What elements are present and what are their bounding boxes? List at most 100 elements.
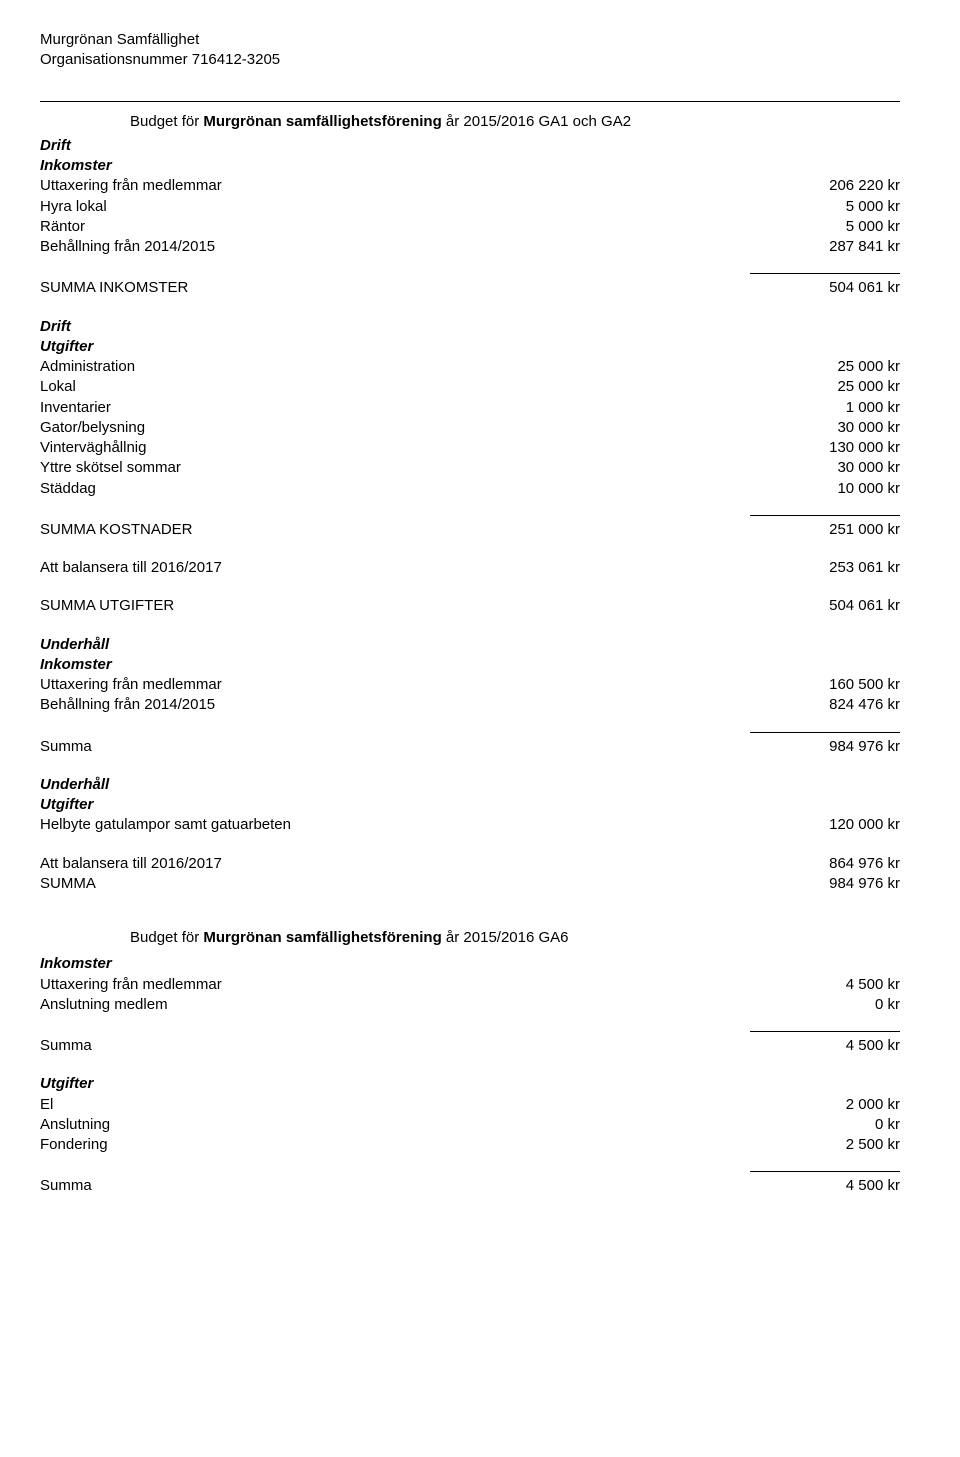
title-suffix: år 2015/2016 GA1 och GA2	[442, 113, 631, 130]
budget-title-ga1-ga2: Budget för Murgrönan samfällighetsföreni…	[40, 101, 900, 136]
row-value: 30 000 kr	[750, 458, 900, 478]
row-label: Anslutning medlem	[40, 995, 750, 1015]
data-row: Uttaxering från medlemmar 4 500 kr	[40, 975, 900, 995]
sum-value: 251 000 kr	[829, 520, 900, 540]
row-label: Behållning från 2014/2015	[40, 695, 750, 715]
data-row: Räntor 5 000 kr	[40, 217, 900, 237]
drift-utgifter-section: Drift Utgifter Administration 25 000 kr …	[40, 317, 900, 541]
row-label: El	[40, 1095, 750, 1115]
row-value: 4 500 kr	[750, 975, 900, 995]
sum-label: SUMMA KOSTNADER	[40, 520, 193, 540]
row-value: 10 000 kr	[750, 479, 900, 499]
row-label: Gator/belysning	[40, 418, 750, 438]
inkomster-heading: Inkomster	[40, 156, 900, 176]
sum-label: Summa	[40, 737, 92, 757]
data-row: Lokal 25 000 kr	[40, 377, 900, 397]
sum-value: 4 500 kr	[846, 1176, 900, 1196]
data-row: Helbyte gatulampor samt gatuarbeten 120 …	[40, 815, 900, 835]
data-row: El 2 000 kr	[40, 1095, 900, 1115]
data-row: Fondering 2 500 kr	[40, 1135, 900, 1155]
data-row: Uttaxering från medlemmar 160 500 kr	[40, 675, 900, 695]
row-label: Yttre skötsel sommar	[40, 458, 750, 478]
row-label: Fondering	[40, 1135, 750, 1155]
sum-label: Summa	[40, 1176, 92, 1196]
row-value: 287 841 kr	[750, 237, 900, 257]
data-row: Uttaxering från medlemmar 206 220 kr	[40, 176, 900, 196]
row-label: Administration	[40, 357, 750, 377]
row-label: Anslutning	[40, 1115, 750, 1135]
row-value: 120 000 kr	[750, 815, 900, 835]
org-number: Organisationsnummer 716412-3205	[40, 50, 900, 70]
data-row: Anslutning medlem 0 kr	[40, 995, 900, 1015]
balance-row: Att balansera till 2016/2017 864 976 kr	[40, 854, 900, 874]
sum-row: SUMMA INKOMSTER 504 061 kr	[40, 274, 900, 298]
underhall-utgifter-section: Underhåll Utgifter Helbyte gatulampor sa…	[40, 775, 900, 836]
row-value: 2 500 kr	[750, 1135, 900, 1155]
balance-row: Att balansera till 2016/2017 253 061 kr	[40, 558, 900, 578]
row-label: Lokal	[40, 377, 750, 397]
balance-label: Att balansera till 2016/2017	[40, 854, 750, 874]
data-row: Inventarier 1 000 kr	[40, 398, 900, 418]
row-label: Räntor	[40, 217, 750, 237]
row-value: 206 220 kr	[750, 176, 900, 196]
data-row: Anslutning 0 kr	[40, 1115, 900, 1135]
sum-value: 4 500 kr	[846, 1036, 900, 1056]
sum-label: Summa	[40, 1036, 92, 1056]
title-suffix: år 2015/2016 GA6	[442, 929, 569, 946]
summa-utgifter-value: 504 061 kr	[750, 596, 900, 616]
row-label: Städdag	[40, 479, 750, 499]
row-value: 824 476 kr	[750, 695, 900, 715]
underhall-inkomster-section: Underhåll Inkomster Uttaxering från medl…	[40, 635, 900, 757]
title-prefix: Budget för	[130, 113, 203, 130]
data-row: Vinterväghållnig 130 000 kr	[40, 438, 900, 458]
ga6-inkomster-section: Inkomster Uttaxering från medlemmar 4 50…	[40, 954, 900, 1056]
title-bold: Murgrönan samfällighetsförening	[203, 929, 441, 946]
drift-heading: Drift	[40, 136, 900, 156]
row-label: Hyra lokal	[40, 197, 750, 217]
underhall-heading: Underhåll	[40, 635, 900, 655]
utgifter-heading: Utgifter	[40, 1074, 900, 1094]
row-value: 0 kr	[750, 995, 900, 1015]
title-bold: Murgrönan samfällighetsförening	[203, 113, 441, 130]
title-prefix: Budget för	[130, 929, 203, 946]
row-value: 25 000 kr	[750, 357, 900, 377]
data-row: Behållning från 2014/2015 287 841 kr	[40, 237, 900, 257]
row-label: Uttaxering från medlemmar	[40, 675, 750, 695]
row-label: Uttaxering från medlemmar	[40, 176, 750, 196]
org-name: Murgrönan Samfällighet	[40, 30, 900, 50]
inkomster-heading: Inkomster	[40, 954, 900, 974]
row-value: 30 000 kr	[750, 418, 900, 438]
balance-label: Att balansera till 2016/2017	[40, 558, 750, 578]
sum-row: SUMMA KOSTNADER 251 000 kr	[40, 516, 900, 540]
summa-utgifter-label: SUMMA UTGIFTER	[40, 596, 750, 616]
sum-row: Summa 984 976 kr	[40, 733, 900, 757]
row-label: Vinterväghållnig	[40, 438, 750, 458]
summa-label: SUMMA	[40, 874, 750, 894]
sum-label: SUMMA INKOMSTER	[40, 278, 188, 298]
summa-row: SUMMA 984 976 kr	[40, 874, 900, 894]
row-value: 5 000 kr	[750, 217, 900, 237]
inkomster-heading: Inkomster	[40, 655, 900, 675]
data-row: Behållning från 2014/2015 824 476 kr	[40, 695, 900, 715]
data-row: Gator/belysning 30 000 kr	[40, 418, 900, 438]
row-label: Inventarier	[40, 398, 750, 418]
row-value: 0 kr	[750, 1115, 900, 1135]
sum-row: Summa 4 500 kr	[40, 1172, 900, 1196]
row-label: Helbyte gatulampor samt gatuarbeten	[40, 815, 750, 835]
sum-row: Summa 4 500 kr	[40, 1032, 900, 1056]
row-value: 160 500 kr	[750, 675, 900, 695]
summa-utgifter-row: SUMMA UTGIFTER 504 061 kr	[40, 596, 900, 616]
sum-value: 504 061 kr	[829, 278, 900, 298]
drift-inkomster-section: Drift Inkomster Uttaxering från medlemma…	[40, 136, 900, 299]
data-row: Yttre skötsel sommar 30 000 kr	[40, 458, 900, 478]
row-value: 1 000 kr	[750, 398, 900, 418]
ga6-utgifter-section: Utgifter El 2 000 kr Anslutning 0 kr Fon…	[40, 1074, 900, 1196]
budget-title-ga6: Budget för Murgrönan samfällighetsföreni…	[40, 922, 900, 954]
balance-value: 864 976 kr	[750, 854, 900, 874]
row-value: 2 000 kr	[750, 1095, 900, 1115]
summa-value: 984 976 kr	[750, 874, 900, 894]
row-label: Uttaxering från medlemmar	[40, 975, 750, 995]
row-value: 130 000 kr	[750, 438, 900, 458]
utgifter-heading: Utgifter	[40, 337, 900, 357]
underhall-heading: Underhåll	[40, 775, 900, 795]
